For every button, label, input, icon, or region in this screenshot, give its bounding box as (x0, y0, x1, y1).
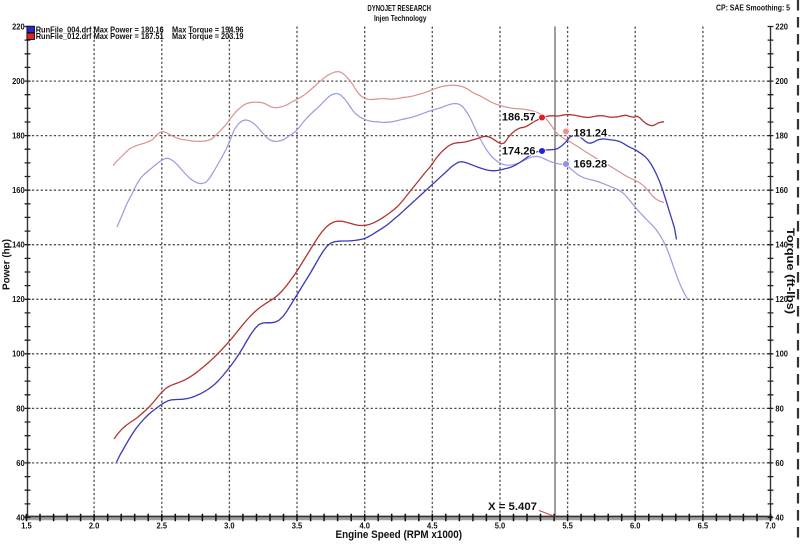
svg-text:5.5: 5.5 (562, 521, 573, 530)
svg-text:2.5: 2.5 (157, 521, 168, 530)
svg-text:180: 180 (12, 132, 25, 141)
svg-text:CP: SAE Smoothing: 5: CP: SAE Smoothing: 5 (716, 2, 790, 12)
svg-text:7.0: 7.0 (765, 521, 776, 530)
svg-text:186.57: 186.57 (502, 112, 536, 124)
svg-text:4.0: 4.0 (359, 521, 370, 530)
svg-text:200: 200 (12, 77, 25, 86)
svg-text:3.0: 3.0 (224, 521, 235, 530)
svg-text:6.5: 6.5 (698, 521, 709, 530)
svg-text:80: 80 (16, 404, 25, 413)
svg-text:120: 120 (12, 295, 25, 304)
svg-text:Max Torque = 203.19: Max Torque = 203.19 (172, 32, 244, 41)
svg-text:140: 140 (12, 241, 25, 250)
svg-text:5.0: 5.0 (495, 521, 506, 530)
svg-text:40: 40 (16, 513, 25, 522)
svg-text:220: 220 (12, 22, 25, 31)
svg-text:Injen Technology: Injen Technology (374, 13, 427, 23)
svg-text:160: 160 (12, 186, 25, 195)
svg-text:160: 160 (775, 186, 788, 195)
svg-text:60: 60 (16, 459, 25, 468)
svg-text:100: 100 (12, 350, 25, 359)
svg-text:140: 140 (775, 241, 788, 250)
svg-text:6.0: 6.0 (630, 521, 641, 530)
svg-text:RunFile_004.drf Max Power = 18: RunFile_004.drf Max Power = 180.16 (36, 25, 164, 34)
svg-text:2.0: 2.0 (89, 521, 100, 530)
svg-text:3.5: 3.5 (292, 521, 303, 530)
svg-text:RunFile_012.drf Max Power = 18: RunFile_012.drf Max Power = 187.51 (36, 32, 164, 41)
svg-text:200: 200 (775, 77, 788, 86)
svg-text:Engine Speed (RPM x1000): Engine Speed (RPM x1000) (336, 529, 463, 541)
svg-text:Max Torque = 194.96: Max Torque = 194.96 (172, 25, 244, 34)
svg-text:181.24: 181.24 (574, 128, 609, 140)
svg-text:80: 80 (775, 404, 784, 413)
svg-text:100: 100 (775, 350, 788, 359)
svg-text:4.5: 4.5 (427, 521, 438, 530)
svg-text:174.26: 174.26 (502, 146, 536, 158)
svg-text:120: 120 (775, 295, 788, 304)
svg-text:Torque (ft-lbs): Torque (ft-lbs) (784, 228, 796, 314)
svg-text:Power (hp): Power (hp) (2, 239, 13, 290)
svg-text:60: 60 (775, 459, 784, 468)
svg-text:180: 180 (775, 132, 788, 141)
svg-text:DYNOJET RESEARCH: DYNOJET RESEARCH (367, 3, 431, 13)
svg-text:1.5: 1.5 (21, 521, 32, 530)
svg-text:X = 5.407: X = 5.407 (488, 501, 537, 513)
svg-text:169.28: 169.28 (574, 159, 608, 171)
svg-text:40: 40 (775, 513, 784, 522)
svg-text:220: 220 (775, 22, 788, 31)
